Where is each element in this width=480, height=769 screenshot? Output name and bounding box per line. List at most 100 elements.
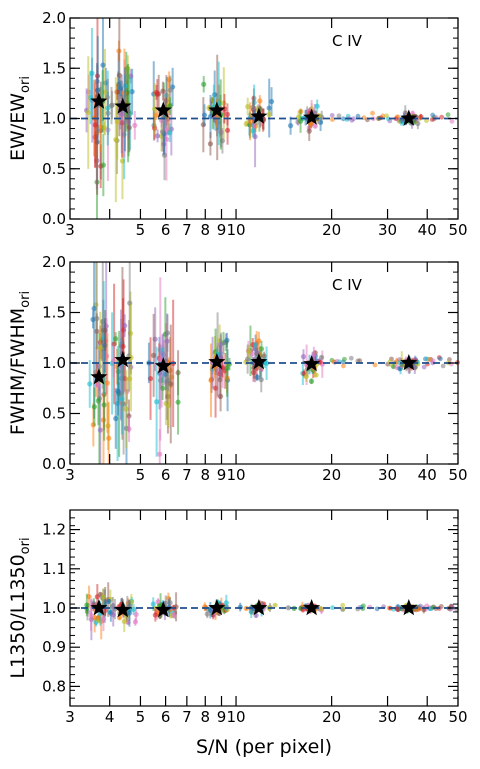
data-point — [133, 611, 139, 618]
x-tick-label: 40 — [418, 708, 437, 726]
data-point — [285, 605, 291, 611]
data-point — [266, 105, 272, 111]
data-point — [113, 336, 119, 342]
median-stars — [90, 599, 418, 618]
data-point — [126, 610, 133, 616]
data-point — [268, 98, 275, 105]
data-point — [85, 109, 91, 116]
y-tick-label: 2.0 — [42, 253, 66, 271]
x-ticks: 3 5 6 7 8 9 10 20 30 40 50 — [65, 18, 468, 239]
annotation-label: C IV — [332, 32, 363, 50]
data-point — [126, 426, 132, 432]
data-point — [348, 355, 354, 361]
data-point — [121, 618, 127, 625]
y-tick-label: 0.0 — [42, 455, 66, 473]
data-point — [130, 606, 137, 613]
data-point — [317, 119, 324, 126]
x-tick-label: 5 — [136, 466, 146, 484]
data-point — [153, 112, 160, 118]
x-tick-label: 6 — [161, 221, 171, 239]
panel-fwhm: 0.0 0.5 1.0 1.5 2.0 3 5 6 7 8 9 10 20 30 40 50 C IV FW… — [7, 253, 468, 484]
data-point — [355, 113, 361, 119]
median-star — [90, 599, 108, 616]
median-star — [154, 600, 172, 618]
data-point — [95, 87, 101, 93]
data-point — [247, 118, 253, 124]
data-point — [126, 413, 132, 419]
data-point — [424, 603, 430, 609]
data-point — [100, 594, 106, 600]
x-tick-label: 20 — [322, 466, 341, 484]
data-point — [330, 605, 335, 611]
data-point — [336, 113, 342, 119]
median-star — [154, 101, 172, 118]
data-point — [397, 360, 403, 366]
data-point — [102, 327, 108, 334]
x-tick-label: 50 — [448, 221, 467, 239]
y-tick-label: 1.0 — [42, 110, 66, 128]
data-point — [167, 130, 173, 136]
data-point — [123, 406, 129, 412]
x-tick-label: 7 — [182, 708, 192, 726]
data-point — [87, 381, 93, 387]
data-point — [116, 72, 122, 78]
data-point — [272, 602, 278, 608]
data-point — [171, 612, 177, 618]
median-star — [303, 355, 321, 372]
data-point — [224, 365, 230, 371]
x-tick-label: 6 — [161, 708, 171, 726]
data-point — [157, 451, 163, 457]
data-point — [316, 112, 322, 119]
y-tick-label: 0.5 — [42, 160, 66, 178]
data-point — [95, 382, 101, 388]
data-point — [360, 603, 366, 609]
median-star — [154, 357, 172, 374]
y-tick-label: 1.5 — [42, 59, 66, 77]
x-ticks: 3 5 6 7 8 9 10 20 30 40 50 — [65, 262, 468, 484]
data-point — [297, 118, 304, 124]
y-ticks: 0.8 0.9 1.0 1.1 1.2 — [42, 509, 458, 707]
data-point — [266, 111, 272, 118]
x-tick-label: 50 — [448, 708, 467, 726]
median-star — [400, 354, 418, 371]
data-point — [341, 363, 346, 369]
data-point — [250, 104, 256, 110]
y-axis-label: EW/EWori — [7, 76, 33, 161]
y-tick-label: 2.0 — [42, 9, 66, 27]
data-point — [128, 354, 134, 361]
data-point — [92, 122, 98, 128]
data-point — [287, 123, 294, 129]
annotation-label: C IV — [332, 276, 363, 294]
data-point — [257, 98, 263, 104]
y-tick-label: 0.0 — [42, 210, 66, 228]
data-point — [91, 404, 97, 410]
data-point — [221, 106, 228, 112]
median-stars — [90, 350, 418, 385]
y-ticks: 0.0 0.5 1.0 1.5 2.0 — [42, 9, 458, 228]
data-point — [340, 607, 346, 612]
x-tick-label: 3 — [65, 221, 75, 239]
data-point — [312, 123, 318, 129]
x-tick-label: 9 — [217, 708, 227, 726]
data-point — [314, 103, 320, 109]
data-point — [97, 345, 103, 351]
data-point — [84, 602, 90, 608]
data-point — [223, 600, 229, 606]
x-tick-label: 9 — [217, 466, 227, 484]
x-tick-label: 9 — [217, 221, 227, 239]
x-tick-label: 40 — [418, 466, 437, 484]
data-point — [430, 112, 436, 118]
data-point — [357, 358, 363, 364]
x-tick-label: 5 — [136, 221, 146, 239]
median-star — [400, 109, 418, 126]
data-point — [300, 354, 307, 360]
data-point — [440, 363, 446, 369]
y-axis-label-sub: ori — [18, 291, 33, 308]
x-tick-label: 7 — [182, 221, 192, 239]
data-point — [318, 606, 324, 612]
data-point — [97, 427, 103, 433]
data-point — [155, 599, 161, 605]
data-point — [439, 114, 445, 120]
x-ticks: 3 4 5 6 7 8 9 10 20 30 40 50 — [65, 510, 468, 726]
